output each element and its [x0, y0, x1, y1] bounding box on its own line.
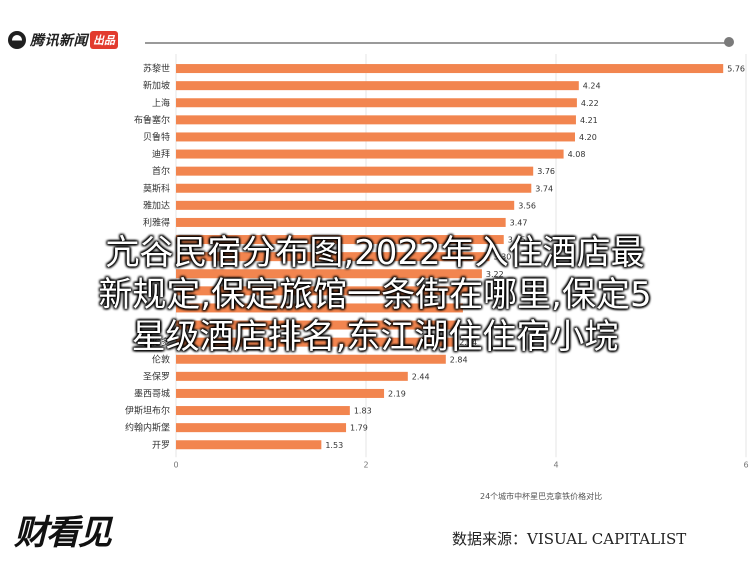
- bar-11: [176, 252, 490, 262]
- x-tick-label-3: 6: [743, 460, 748, 469]
- bar-20: [176, 406, 350, 416]
- header-rule: [145, 42, 727, 44]
- value-label-1: 4.24: [583, 82, 601, 91]
- x-tick-label-0: 0: [173, 460, 178, 469]
- value-label-17: 2.84: [450, 355, 468, 364]
- bar-7: [176, 183, 532, 193]
- value-label-4: 4.20: [579, 133, 597, 142]
- bar-1: [176, 81, 579, 91]
- value-label-12: 3.22: [486, 270, 504, 279]
- category-label-18: 圣保罗: [143, 370, 170, 382]
- category-label-1: 新加坡: [143, 80, 170, 92]
- bar-18: [176, 371, 408, 381]
- value-label-11: 3.30: [494, 253, 512, 262]
- brand-logo: 腾讯新闻 出品: [8, 28, 118, 52]
- x-tick-label-1: 2: [363, 460, 368, 469]
- value-label-8: 3.56: [518, 201, 536, 210]
- value-label-6: 3.76: [537, 167, 555, 176]
- bar-10: [176, 235, 504, 245]
- category-label-22: 开罗: [152, 440, 170, 451]
- category-label-16: 多伦多: [143, 336, 170, 348]
- bar-8: [176, 200, 515, 210]
- bar-3: [176, 115, 576, 125]
- footer-brand-logo: 财看见: [14, 513, 112, 553]
- value-label-19: 2.19: [388, 389, 406, 398]
- value-label-0: 5.76: [727, 65, 745, 74]
- bar-9: [176, 217, 506, 227]
- bar-12: [176, 269, 482, 279]
- value-label-21: 1.79: [350, 424, 368, 433]
- category-label-4: 贝鲁特: [143, 131, 170, 143]
- category-label-9: 利雅得: [143, 216, 170, 228]
- bar-21: [176, 423, 347, 433]
- category-label-6: 首尔: [152, 165, 170, 177]
- header-bar: 腾讯新闻 出品: [0, 0, 750, 52]
- value-label-10: 3.45: [508, 236, 526, 245]
- value-label-9: 3.47: [510, 218, 528, 227]
- bar-13: [176, 286, 473, 296]
- bar-22: [176, 440, 322, 450]
- bar-19: [176, 388, 385, 398]
- bar-17: [176, 354, 446, 364]
- bar-0: [176, 64, 724, 74]
- category-label-20: 伊斯坦布尔: [125, 405, 170, 417]
- category-label-5: 迪拜: [152, 148, 170, 160]
- x-tick-label-2: 4: [553, 460, 558, 469]
- category-label-3: 布鲁塞尔: [134, 114, 170, 126]
- value-label-5: 4.08: [568, 150, 586, 159]
- bar-14: [176, 303, 463, 313]
- bar-2: [176, 98, 577, 108]
- data-source: 数据来源：VISUAL CAPITALIST: [452, 530, 687, 548]
- header-rule-dot: [724, 37, 734, 47]
- category-label-0: 苏黎世: [143, 63, 170, 75]
- bar-5: [176, 149, 564, 159]
- value-label-16: 2.94: [459, 338, 477, 347]
- bar-16: [176, 337, 456, 347]
- bar-15: [176, 320, 460, 330]
- x-axis-label: 24个城市中杯星巴克拿铁价格对比: [480, 492, 603, 501]
- category-label-17: 伦敦: [152, 353, 170, 365]
- brand-badge: 出品: [90, 31, 118, 49]
- value-label-18: 2.44: [412, 372, 430, 381]
- category-label-21: 约翰内斯堡: [125, 422, 170, 434]
- brand-name: 腾讯新闻: [30, 33, 88, 49]
- value-label-20: 1.83: [354, 407, 372, 416]
- value-label-7: 3.74: [535, 184, 553, 193]
- category-label-7: 莫斯科: [143, 182, 170, 194]
- latte-price-bar-chart: 0 2 4 6 苏黎世 5.76 新加坡 4.24 上海 4.22 布鲁塞尔 4.21 贝鲁特 4.20 迪…: [125, 54, 749, 469]
- bar-4: [176, 132, 575, 142]
- category-label-2: 上海: [152, 97, 170, 109]
- category-label-19: 墨西哥城: [134, 388, 170, 399]
- category-label-8: 雅加达: [143, 199, 170, 211]
- bar-6: [176, 166, 534, 176]
- value-label-3: 4.21: [580, 116, 598, 125]
- value-label-2: 4.22: [581, 99, 599, 108]
- value-label-22: 1.53: [325, 441, 343, 450]
- tencent-news-icon: [8, 31, 26, 49]
